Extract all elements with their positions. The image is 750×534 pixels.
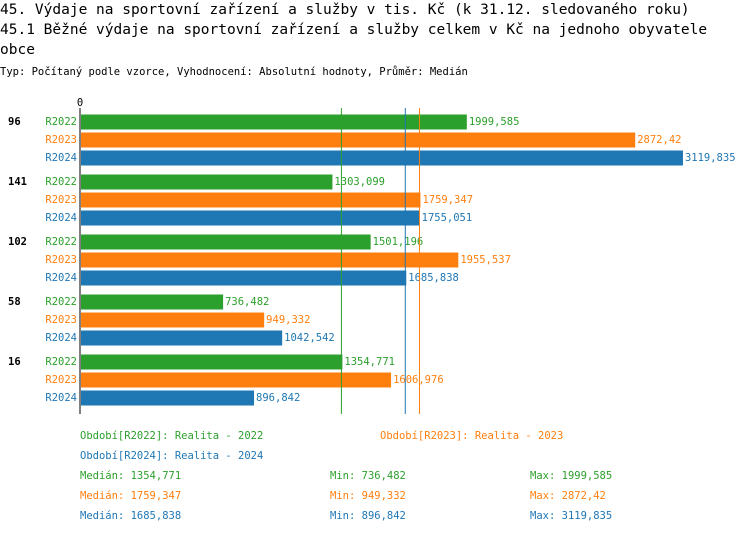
bar [81, 252, 459, 268]
series-row-label: R2024 [45, 152, 77, 164]
series-row-label: R2023 [45, 374, 77, 386]
stat-label: Max: [530, 510, 555, 522]
bar [81, 294, 224, 310]
value-label: 1759,347 [422, 194, 473, 206]
category-label: 102 [8, 236, 27, 248]
stat-value: 736,482 [362, 470, 406, 482]
stat-label: Medián: [80, 510, 124, 522]
value-label: 736,482 [225, 296, 269, 308]
value-label: 1955,537 [460, 254, 511, 266]
stat-value: 949,332 [362, 490, 406, 502]
legend-entry: Období[R2023]: Realita - 2023 [380, 430, 563, 442]
stat-median: Medián: 1759,347 [80, 490, 181, 502]
stat-value: 3119,835 [562, 510, 613, 522]
x-tick-label: 0 [77, 97, 83, 109]
value-label: 1303,099 [334, 176, 385, 188]
chart-subtitle: 45.1 Běžné výdaje na sportovní zařízení … [0, 22, 708, 58]
value-label: 1606,976 [393, 374, 444, 386]
value-label: 1685,838 [408, 272, 459, 284]
legend-entry: Období[R2022]: Realita - 2022 [80, 430, 263, 442]
stat-label: Min: [330, 490, 355, 502]
stat-max: Max: 1999,585 [530, 470, 612, 482]
stat-label: Min: [330, 470, 355, 482]
bar [81, 312, 265, 328]
bar [81, 330, 283, 346]
chart-note: Typ: Počítaný podle vzorce, Vyhodnocení:… [0, 66, 468, 78]
series-row-label: R2023 [45, 134, 77, 146]
stat-value: 1685,838 [131, 510, 182, 522]
stat-value: 1354,771 [131, 470, 182, 482]
category-label: 16 [8, 356, 21, 368]
category-label: 141 [8, 176, 27, 188]
bar [81, 174, 333, 190]
series-row-label: R2023 [45, 194, 77, 206]
series-row-label: R2022 [45, 356, 77, 368]
series-row-label: R2023 [45, 254, 77, 266]
stat-value: 896,842 [362, 510, 406, 522]
stat-median: Medián: 1354,771 [80, 470, 181, 482]
legend-entry: Období[R2024]: Realita - 2024 [80, 450, 263, 462]
value-label: 896,842 [256, 392, 300, 404]
stat-label: Medián: [80, 470, 124, 482]
stat-label: Min: [330, 510, 355, 522]
series-row-label: R2022 [45, 116, 77, 128]
series-row-label: R2023 [45, 314, 77, 326]
series-row-label: R2022 [45, 236, 77, 248]
series-row-label: R2024 [45, 212, 77, 224]
chart-title: 45. Výdaje na sportovní zařízení a služb… [0, 2, 690, 18]
bar [81, 132, 636, 148]
series-row-label: R2022 [45, 296, 77, 308]
stat-label: Max: [530, 470, 555, 482]
stat-value: 1999,585 [562, 470, 613, 482]
value-label: 1042,542 [284, 332, 335, 344]
stat-median: Medián: 1685,838 [80, 510, 181, 522]
bar [81, 234, 371, 250]
bar [81, 354, 343, 370]
stat-value: 2872,42 [562, 490, 606, 502]
bar [81, 390, 255, 406]
bar [81, 270, 407, 286]
value-label: 1354,771 [344, 356, 395, 368]
value-label: 1501,196 [373, 236, 424, 248]
category-label: 58 [8, 296, 21, 308]
stat-max: Max: 3119,835 [530, 510, 612, 522]
series-row-label: R2022 [45, 176, 77, 188]
bar [81, 114, 467, 130]
stat-label: Max: [530, 490, 555, 502]
value-label: 949,332 [266, 314, 310, 326]
value-label: 2872,42 [637, 134, 681, 146]
value-label: 1755,051 [422, 212, 473, 224]
stat-max: Max: 2872,42 [530, 490, 606, 502]
bar [81, 372, 392, 388]
stat-min: Min: 949,332 [330, 490, 406, 502]
bar [81, 192, 421, 208]
bar [81, 210, 420, 226]
value-label: 3119,835 [685, 152, 736, 164]
stat-min: Min: 736,482 [330, 470, 406, 482]
stat-label: Medián: [80, 490, 124, 502]
value-label: 1999,585 [469, 116, 520, 128]
bar [81, 150, 683, 166]
category-label: 96 [8, 116, 21, 128]
stat-value: 1759,347 [131, 490, 182, 502]
stat-min: Min: 896,842 [330, 510, 406, 522]
header: 45. Výdaje na sportovní zařízení a služb… [0, 0, 745, 78]
series-row-label: R2024 [45, 392, 77, 404]
series-row-label: R2024 [45, 332, 77, 344]
series-row-label: R2024 [45, 272, 77, 284]
